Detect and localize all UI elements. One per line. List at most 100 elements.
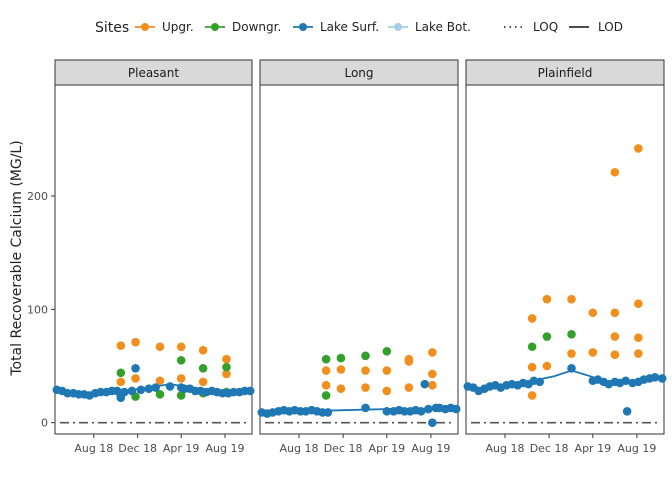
data-point (404, 383, 414, 392)
y-tick-label: 0 (41, 417, 48, 430)
panel-plot-area (465, 84, 665, 435)
y-tick-label: 200 (27, 190, 48, 203)
data-point (116, 377, 126, 387)
y-axis-label: Total Recoverable Calcium (MG/L) (9, 140, 25, 376)
panel-strip (259, 59, 459, 86)
x-tick-label: Aug 19 (411, 442, 450, 455)
panel-title: Pleasant (128, 66, 180, 80)
data-point (144, 384, 154, 393)
data-point (657, 374, 667, 383)
data-point (420, 379, 430, 389)
x-tick-label: Aug 19 (206, 442, 245, 455)
x-tick-label: Dec 18 (118, 442, 157, 455)
data-point (222, 369, 231, 379)
data-point (382, 366, 392, 375)
panel-plot-area (259, 84, 459, 435)
data-point (527, 342, 537, 352)
data-point (382, 346, 392, 356)
data-point (155, 390, 165, 399)
data-point (622, 407, 632, 416)
data-point (634, 299, 643, 308)
data-point (588, 308, 598, 318)
legend-entry-label: LOD (598, 20, 623, 34)
x-tick-label: Dec 18 (324, 442, 363, 455)
data-point (336, 353, 346, 363)
legend-entry-label: LOQ (533, 20, 558, 34)
data-point (222, 362, 231, 372)
panel-plot-area (54, 84, 253, 435)
data-point (361, 366, 370, 375)
data-point (361, 383, 370, 392)
data-point (321, 391, 331, 400)
legend-entry-label: Upgr. (162, 20, 194, 34)
data-point (621, 376, 631, 386)
data-point (165, 382, 175, 391)
data-point (428, 348, 437, 357)
data-point (131, 374, 140, 383)
data-point (198, 377, 208, 387)
data-point (567, 329, 576, 339)
data-point (198, 363, 208, 373)
data-point (120, 387, 129, 397)
data-point (176, 342, 186, 352)
x-tick-label: Aug 18 (486, 442, 525, 455)
panel-strip (465, 59, 665, 86)
legend-title: Sites (95, 20, 129, 36)
data-point (567, 294, 576, 304)
data-point (416, 407, 426, 416)
data-point (198, 345, 208, 355)
data-point (542, 332, 552, 341)
legend-entry-label: Downgr. (232, 20, 281, 34)
data-point (610, 167, 620, 177)
data-point (650, 373, 660, 382)
data-point (136, 385, 146, 395)
data-point (527, 314, 537, 323)
data-point (451, 404, 461, 414)
data-point (567, 363, 576, 373)
chart-panels: Pleasant Aug 18 Dec 18 Apr 19 Aug 19 0 100 200 L… (27, 59, 667, 455)
data-point (610, 332, 620, 341)
data-point (116, 341, 126, 350)
panel-pleasant: Pleasant Aug 18 Dec 18 Apr 19 Aug 19 0 100 200 (27, 59, 255, 455)
data-point (610, 350, 620, 359)
data-point (222, 354, 231, 364)
data-point (535, 377, 545, 387)
data-point (588, 348, 598, 357)
x-tick-label: Aug 18 (74, 442, 113, 455)
legend-entry-label: Lake Bot. (415, 20, 471, 34)
data-point (428, 418, 437, 427)
data-point (176, 374, 186, 383)
data-point (131, 337, 140, 347)
data-point (131, 363, 140, 373)
data-point (404, 357, 414, 366)
data-point (151, 383, 160, 392)
data-point (634, 144, 643, 153)
data-point (321, 366, 331, 375)
legend-key-point (299, 23, 307, 31)
legend-entry-label: Lake Surf. (320, 20, 379, 34)
data-point (336, 365, 346, 374)
panel-long: Long Aug 18 Dec 18 Apr 19 Aug 19 (257, 59, 461, 455)
x-tick-label: Aug 18 (280, 442, 319, 455)
data-point (112, 386, 122, 396)
legend-key-point (141, 23, 149, 31)
panel-strip (54, 59, 253, 86)
data-point (116, 368, 126, 378)
data-point (382, 386, 392, 396)
x-tick-label: Dec 18 (530, 442, 569, 455)
data-point (527, 362, 537, 372)
data-point (610, 308, 620, 318)
data-point (634, 333, 643, 342)
x-tick-label: Apr 19 (163, 442, 200, 455)
data-point (361, 403, 370, 413)
data-point (155, 376, 165, 386)
data-point (542, 361, 552, 371)
x-tick-label: Apr 19 (369, 442, 406, 455)
data-point (428, 380, 437, 390)
data-point (634, 349, 643, 358)
data-point (542, 294, 552, 304)
data-point (567, 349, 576, 358)
data-point (336, 384, 346, 393)
panel-plainfield: Plainfield Aug 18 Dec 18 Apr 19 Aug 19 (463, 59, 667, 455)
